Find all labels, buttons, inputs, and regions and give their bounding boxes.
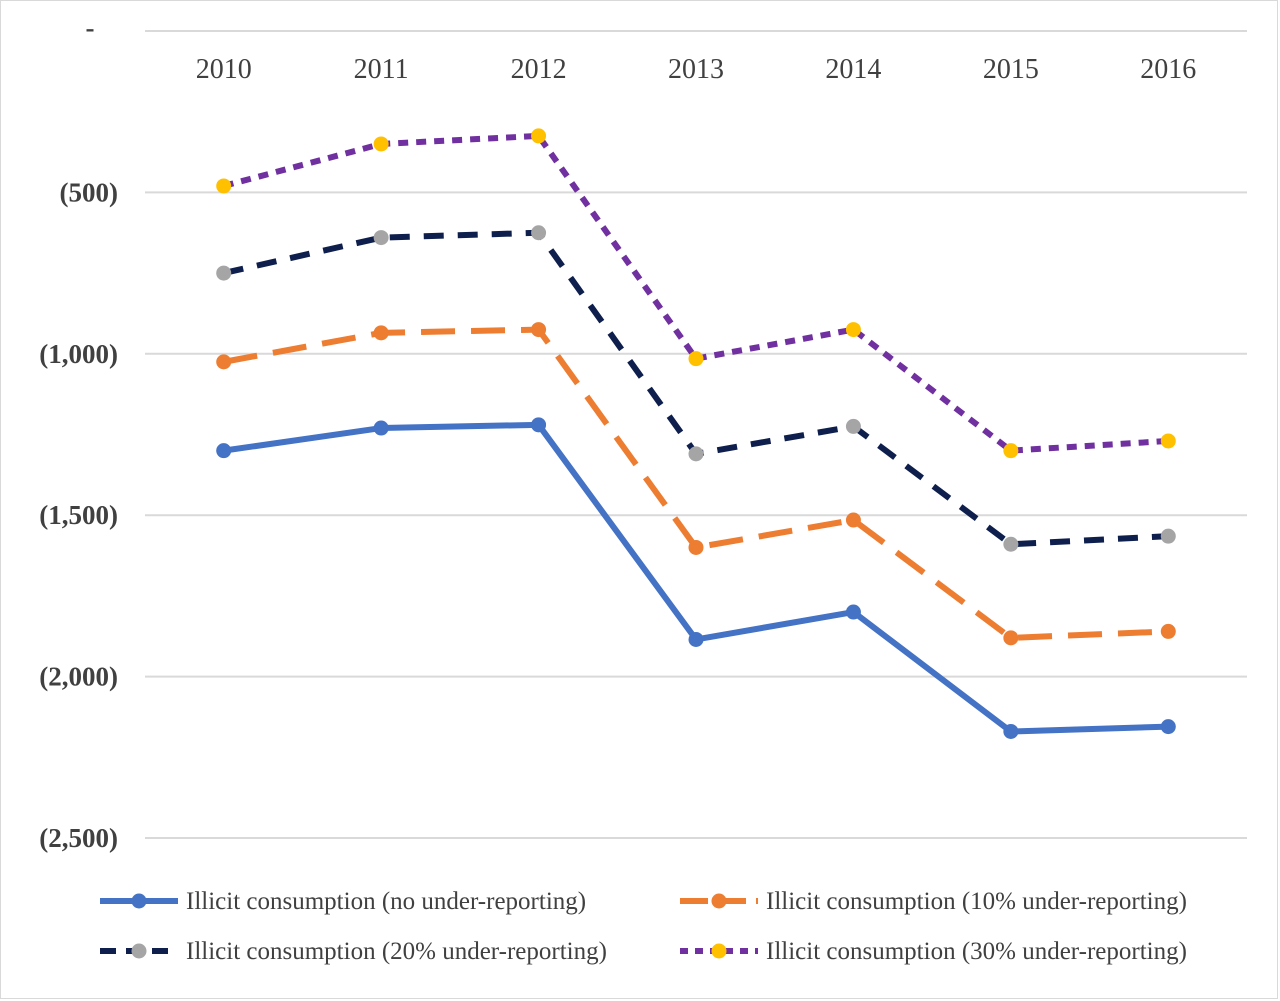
legend-marker [711,893,727,909]
data-point [531,322,547,338]
series-line-1 [220,421,1172,735]
y-tick-label: (500) [60,177,118,207]
y-tick-label: - [86,13,95,43]
x-tick-label: 2013 [668,54,724,85]
legend-item-3: Illicit consumption (20% under-reporting… [100,938,607,965]
y-tick-label: (2,000) [39,662,118,692]
data-point [1160,623,1176,639]
series-line-4 [222,132,1169,454]
legend-item-4: Illicit consumption (30% under-reporting… [680,938,1187,965]
legend-marker [131,893,147,909]
data-point [688,446,704,462]
y-axis-ticks: - (500) (1,000) (1,500) (2,000) (2,500) [39,13,118,853]
data-point [688,351,704,367]
data-point [531,128,547,144]
legend-label: Illicit consumption (30% under-reporting… [766,938,1187,965]
data-point [216,354,232,370]
data-point [688,539,704,555]
y-tick-label: (1,500) [39,500,118,530]
series-line-2 [223,326,1169,641]
x-tick-label: 2016 [1140,54,1196,85]
data-point [845,512,861,528]
x-tick-label: 2011 [354,54,409,85]
legend: Illicit consumption (no under-reporting)… [100,888,1187,965]
x-tick-label: 2015 [983,54,1039,85]
data-point [1003,443,1019,459]
data-point [373,230,389,246]
legend-label: Illicit consumption (20% under-reporting… [186,938,607,965]
legend-item-1: Illicit consumption (no under-reporting) [100,888,586,915]
series-line-3 [223,229,1169,548]
x-tick-label: 2014 [825,54,881,85]
data-point [1160,433,1176,449]
legend-label: Illicit consumption (no under-reporting) [186,888,586,915]
data-point [1003,723,1019,739]
legend-item-2: Illicit consumption (10% under-reporting… [680,888,1187,915]
data-point [688,631,704,647]
series-lines [216,128,1176,739]
data-point [373,325,389,341]
data-point [1003,536,1019,552]
legend-marker [711,943,727,959]
data-point [845,418,861,434]
x-axis-ticks: 2010 2011 2012 2013 2014 2015 2016 [196,54,1197,85]
gridlines [145,30,1247,839]
legend-marker [131,943,147,959]
data-point [216,265,232,281]
data-point [1160,528,1176,544]
data-point [531,417,547,433]
data-point [1160,719,1176,735]
data-point [845,604,861,620]
legend-label: Illicit consumption (10% under-reporting… [766,888,1187,915]
x-tick-label: 2012 [511,54,567,85]
data-point [1003,630,1019,646]
data-point [216,178,232,194]
y-tick-label: (2,500) [39,823,118,853]
x-tick-label: 2010 [196,54,252,85]
data-point [373,420,389,436]
y-tick-label: (1,000) [39,339,118,369]
data-point [373,136,389,152]
data-point [531,225,547,241]
data-point [845,322,861,338]
data-point [216,443,232,459]
